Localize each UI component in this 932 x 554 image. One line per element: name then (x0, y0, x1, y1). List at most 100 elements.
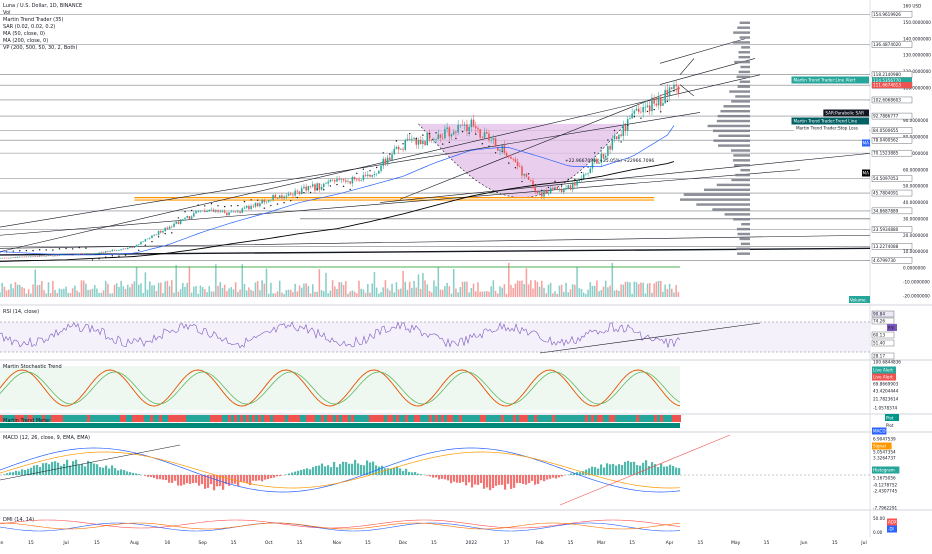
volume-bar (631, 294, 633, 297)
macd-histogram-bar (291, 473, 293, 475)
trend-meter-cell (657, 415, 660, 422)
indicator-label-4[interactable]: MA (200, close, 0) (3, 38, 48, 45)
candle-body (96, 253, 98, 254)
volume-bar (310, 294, 312, 297)
volume-bar (219, 282, 221, 297)
volume-bar (116, 283, 118, 297)
candle-body (186, 216, 188, 218)
trend-meter-cell (132, 415, 135, 422)
volume-bar (96, 289, 98, 297)
macd-title[interactable]: MACD (12, 26, close, 9, EMA, EMA) (3, 435, 90, 441)
candle-body (279, 195, 281, 198)
volume-bar (41, 281, 43, 297)
indicator-label-2[interactable]: SAR (0.02, 0.02, 0.2) (3, 24, 55, 31)
sar-dot (422, 134, 423, 135)
trend-meter-cell (549, 415, 552, 422)
candle-body (636, 109, 638, 111)
trend-meter-cell (480, 415, 483, 422)
macd-histogram-bar (558, 475, 560, 477)
indicator-label-0[interactable]: Vol (3, 10, 10, 17)
volume-bar (244, 284, 246, 297)
dmi-tag: -DI (888, 527, 894, 532)
macd-histogram-bar (120, 469, 122, 475)
volume-profile-bar (740, 238, 750, 240)
macd-histogram-bar (462, 475, 464, 482)
volume-bar (131, 284, 133, 297)
indicator-label-5[interactable]: VP (200, 500, 50, 30, 2, Both) (3, 45, 77, 52)
macd-histogram-bar (453, 475, 455, 482)
candle-body (90, 253, 92, 254)
trend-meter-cell (648, 415, 651, 422)
volume-bar (675, 285, 677, 297)
time-axis-label: 2022 (466, 540, 478, 546)
rsi-title[interactable]: RSI (14, close) (3, 309, 39, 315)
sar-dot (647, 111, 648, 112)
dmi-title[interactable]: DMI (14, 14) (3, 517, 34, 523)
candle-body (354, 177, 356, 179)
candle-body (618, 135, 620, 140)
volume-bar (466, 282, 468, 297)
volume-tag: Volume (850, 298, 866, 303)
volume-bar (138, 285, 140, 297)
trend-meter-cell (288, 415, 291, 422)
candle-body (158, 231, 160, 235)
meter-title[interactable]: Martin Trend Meter (3, 418, 50, 424)
volume-bar (501, 288, 503, 297)
volume-profile-bar (684, 193, 750, 195)
price-axis-tick: 140.0000000 (903, 36, 931, 41)
macd-histogram-bar (405, 469, 407, 475)
macd-histogram-bar (522, 475, 524, 484)
indicator-label-3[interactable]: MA (50, close, 0) (3, 31, 45, 38)
candle-body (534, 188, 536, 191)
volume-bar (39, 285, 41, 297)
trend-meter-cell (522, 415, 525, 422)
trend-meter-cell (519, 415, 522, 422)
trend-meter-cell (375, 415, 378, 422)
candle-body (195, 211, 197, 213)
trend-meter-cell (618, 415, 621, 422)
indicator-label-1[interactable]: Martin Trend Trader (35) (3, 17, 63, 24)
sar-dot (475, 133, 476, 134)
candle-body (250, 206, 252, 209)
volume-bar (292, 292, 294, 297)
candle-body (184, 218, 186, 219)
trend-meter-cell (117, 415, 120, 422)
macd-histogram-bar (429, 475, 431, 476)
trend-meter-cell (390, 415, 393, 422)
volume-bar (556, 294, 558, 297)
macd-histogram-bar (144, 475, 146, 476)
volume-bar (338, 282, 340, 297)
stoch-axis-label: 69.8669903 (873, 382, 899, 387)
volume-bar (391, 284, 393, 297)
volume-bar (578, 288, 580, 297)
macd-histogram-bar (192, 475, 194, 483)
volume-bar (197, 294, 199, 297)
candle-body (528, 177, 530, 180)
volume-bar (266, 269, 268, 297)
candle-body (371, 175, 373, 177)
volume-bar (512, 288, 514, 297)
sar-dot (250, 199, 251, 200)
stoch-title[interactable]: Martin Stochastic Trend (3, 364, 62, 370)
sar-dot (244, 201, 245, 202)
trend-meter-cell (195, 415, 198, 422)
candle-body (149, 238, 151, 239)
macd-histogram-bar (6, 473, 8, 475)
trend-meter-cell (579, 415, 582, 422)
volume-bar (572, 284, 574, 297)
macd-histogram-bar (204, 475, 206, 489)
candle-body (409, 139, 411, 140)
stoch-axis-label: -1.0578374 (873, 406, 897, 411)
volume-bar (418, 274, 420, 297)
volume-profile-bar (731, 179, 750, 181)
sar-dot (416, 138, 417, 139)
trend-meter-cell (270, 415, 273, 422)
sar-dot (158, 236, 159, 237)
macd-histogram-bar (546, 475, 548, 480)
candle-body (294, 191, 296, 196)
volume-bar (76, 291, 78, 297)
macd-histogram-bar (438, 475, 440, 479)
sar-dot (607, 139, 608, 140)
macd-histogram-bar (396, 466, 398, 475)
dmi-axis-label: 50.00 (873, 516, 885, 521)
